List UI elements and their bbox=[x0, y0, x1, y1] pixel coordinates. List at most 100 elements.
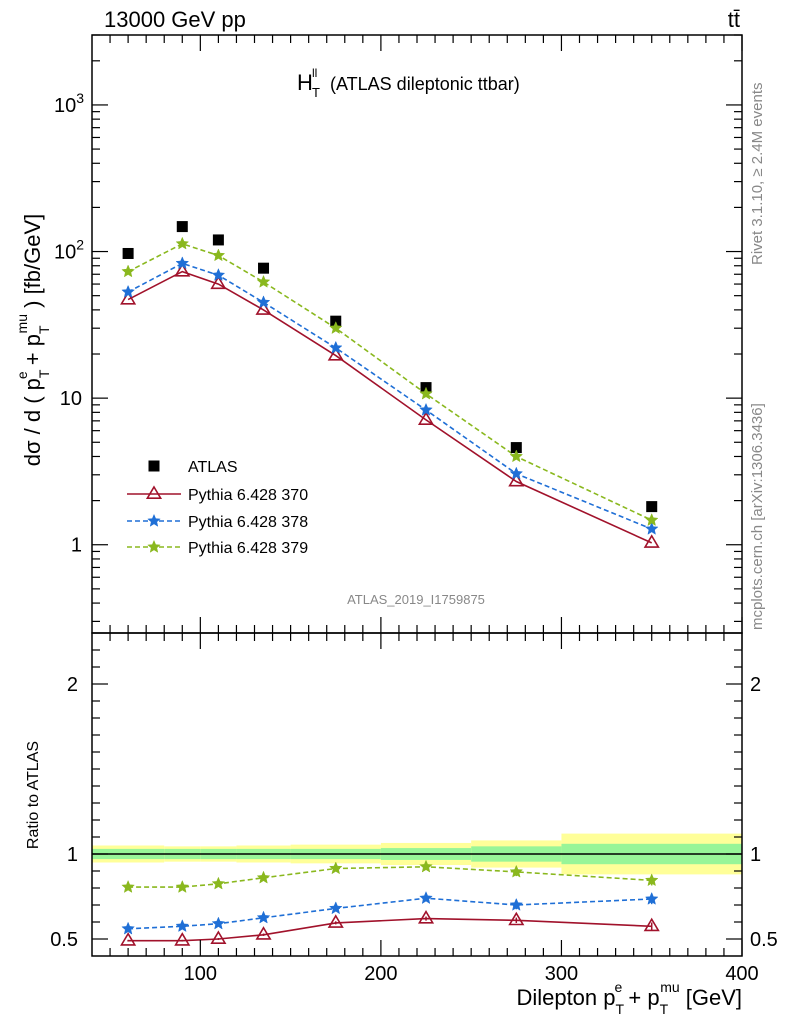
legend-marker-1 bbox=[145, 485, 163, 499]
analysis-id-label: ATLAS_2019_I1759875 bbox=[347, 592, 485, 607]
ratio-line-1 bbox=[128, 917, 652, 942]
energy-label: 13000 GeV pp bbox=[104, 7, 246, 32]
ratio-point-3 bbox=[175, 879, 190, 893]
ratio-y-tick-label: 0.5 bbox=[50, 929, 78, 951]
ratio-point-1 bbox=[643, 917, 660, 932]
data-point-3 bbox=[328, 321, 343, 335]
data-point-2 bbox=[328, 340, 343, 354]
plot-title: H ll T (ATLAS dileptonic ttbar) bbox=[297, 66, 520, 100]
ratio-y-tick-label: 1 bbox=[67, 844, 78, 866]
ratio-point-3 bbox=[419, 859, 433, 873]
rivet-version-label: Rivet 3.1.10, ≥ 2.4M events bbox=[749, 83, 766, 266]
y-tick-label: 1 bbox=[71, 535, 82, 557]
data-point-3 bbox=[121, 264, 135, 278]
legend: ATLAS Pythia 6.428 370 Pythia 6.428 378 Pyt… bbox=[127, 459, 308, 557]
legend-label: Pythia 6.428 378 bbox=[188, 514, 308, 531]
legend-marker-atlas bbox=[148, 460, 160, 472]
ratio-point-3 bbox=[211, 876, 226, 890]
data-point-atlas bbox=[330, 315, 342, 327]
ratio-point-3 bbox=[328, 861, 343, 875]
process-label: tt̄ bbox=[728, 7, 740, 32]
plot-title-main: H bbox=[297, 70, 313, 95]
data-point-3 bbox=[644, 513, 659, 527]
ratio-line-2 bbox=[128, 897, 652, 930]
legend-label: ATLAS bbox=[188, 459, 238, 476]
data-point-2 bbox=[256, 295, 271, 309]
ratio-point-3 bbox=[509, 864, 524, 878]
ratio-point-1 bbox=[508, 911, 525, 926]
data-point-atlas bbox=[646, 501, 658, 513]
ratio-point-1 bbox=[417, 910, 435, 924]
ratio-point-2 bbox=[256, 910, 271, 924]
data-point-2 bbox=[419, 402, 433, 416]
data-point-2 bbox=[644, 521, 659, 535]
data-point-1 bbox=[643, 534, 660, 548]
data-point-2 bbox=[175, 256, 190, 270]
main-y-axis-label: dσ / d ( pTe + pTmu ) [fb/GeV] bbox=[14, 214, 52, 467]
plot-title-sup: ll bbox=[312, 66, 317, 80]
data-point-atlas bbox=[122, 247, 134, 259]
ratio-line-3 bbox=[128, 865, 652, 888]
y-tick-label: 10 bbox=[60, 388, 82, 410]
ratio-point-2 bbox=[175, 919, 190, 933]
ratio-point-2 bbox=[211, 916, 226, 930]
data-point-1 bbox=[174, 263, 191, 277]
series-line-3 bbox=[127, 242, 653, 521]
svg-text:Dilepton pTe + pTmu [GeV]: Dilepton pTe + pTmu [GeV] bbox=[516, 979, 742, 1017]
ratio-point-2 bbox=[121, 921, 135, 935]
ratio-point-2 bbox=[509, 897, 524, 911]
plot-title-sub: T bbox=[312, 85, 320, 100]
data-point-3 bbox=[175, 236, 190, 250]
svg-text:dσ / d ( pTe + pTmu ) [fb/GeV]: dσ / d ( pTe + pTmu ) [fb/GeV] bbox=[14, 214, 52, 467]
ratio-y-tick-label-right: 2 bbox=[750, 674, 761, 696]
x-axis-label: Dilepton pTe + pTmu [GeV] bbox=[516, 979, 742, 1017]
x-tick-label: 400 bbox=[725, 963, 758, 985]
ratio-point-1 bbox=[327, 914, 344, 928]
data-point-atlas bbox=[176, 221, 188, 233]
data-point-1 bbox=[210, 275, 227, 290]
data-point-2 bbox=[211, 268, 226, 281]
data-point-atlas bbox=[510, 442, 522, 454]
mcplots-label: mcplots.cern.ch [arXiv:1306.3436] bbox=[749, 403, 766, 630]
ratio-point-3 bbox=[256, 870, 271, 884]
ratio-point-1 bbox=[120, 932, 137, 946]
data-point-3 bbox=[256, 274, 271, 288]
y-tick-label: 103 bbox=[54, 90, 84, 117]
y-tick-label: 102 bbox=[54, 237, 84, 264]
ratio-point-3 bbox=[644, 873, 659, 887]
ratio-point-2 bbox=[419, 891, 433, 905]
data-point-3 bbox=[419, 386, 433, 400]
ratio-point-2 bbox=[328, 901, 343, 915]
data-point-2 bbox=[121, 284, 135, 298]
ratio-y-tick-label: 2 bbox=[67, 674, 78, 696]
ratio-point-1 bbox=[174, 932, 191, 946]
data-point-1 bbox=[508, 472, 525, 487]
data-point-1 bbox=[120, 291, 137, 305]
main-panel: 1 10 102 103 ATLAS_2019_I1759875 ATLAS Pythi… bbox=[54, 34, 743, 634]
series-line-2 bbox=[127, 262, 653, 530]
ratio-y-axis-label: Ratio to ATLAS bbox=[25, 741, 42, 849]
data-point-2 bbox=[509, 466, 524, 480]
ratio-point-1 bbox=[210, 930, 227, 944]
data-point-1 bbox=[255, 301, 272, 315]
legend-marker-2 bbox=[147, 513, 161, 527]
x-tick-label: 300 bbox=[545, 963, 578, 985]
data-point-3 bbox=[509, 449, 524, 463]
x-tick-label: 200 bbox=[364, 963, 397, 985]
data-point-1 bbox=[327, 347, 344, 361]
data-point-atlas bbox=[258, 262, 270, 274]
ratio-point-1 bbox=[255, 926, 272, 940]
data-point-1 bbox=[417, 411, 435, 425]
plot-title-rest: (ATLAS dileptonic ttbar) bbox=[330, 74, 520, 94]
data-point-3 bbox=[211, 248, 226, 262]
legend-label: Pythia 6.428 370 bbox=[188, 487, 308, 504]
ratio-point-3 bbox=[121, 879, 135, 893]
ratio-panel-frame bbox=[91, 632, 743, 957]
x-tick-label: 100 bbox=[184, 963, 217, 985]
ratio-y-tick-label-right: 1 bbox=[750, 844, 761, 866]
legend-label: Pythia 6.428 379 bbox=[188, 540, 308, 557]
ratio-panel: 0.5 0.5 1 1 2 2 100 200 300 400 bbox=[50, 632, 778, 985]
data-point-atlas bbox=[212, 234, 224, 246]
ratio-y-tick-label-right: 0.5 bbox=[750, 929, 778, 951]
